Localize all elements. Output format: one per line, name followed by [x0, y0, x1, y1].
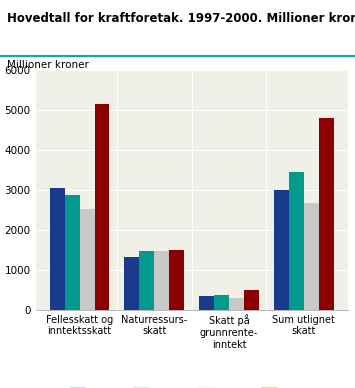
Bar [289, 172, 304, 310]
Text: Millioner kroner: Millioner kroner [7, 60, 89, 70]
Bar [229, 298, 244, 310]
Bar [50, 188, 65, 310]
Text: Hovedtall for kraftforetak. 1997-2000. Millioner kroner: Hovedtall for kraftforetak. 1997-2000. M… [7, 12, 355, 25]
Bar [319, 118, 334, 310]
Bar [244, 290, 259, 310]
Bar [65, 195, 80, 310]
Bar [304, 203, 319, 310]
Bar [140, 251, 154, 310]
Bar [274, 190, 289, 310]
Bar [154, 251, 169, 310]
Bar [80, 209, 94, 310]
Bar [125, 257, 140, 310]
Bar [199, 296, 214, 310]
Bar [214, 295, 229, 310]
Bar [94, 104, 109, 310]
Bar [169, 250, 184, 310]
